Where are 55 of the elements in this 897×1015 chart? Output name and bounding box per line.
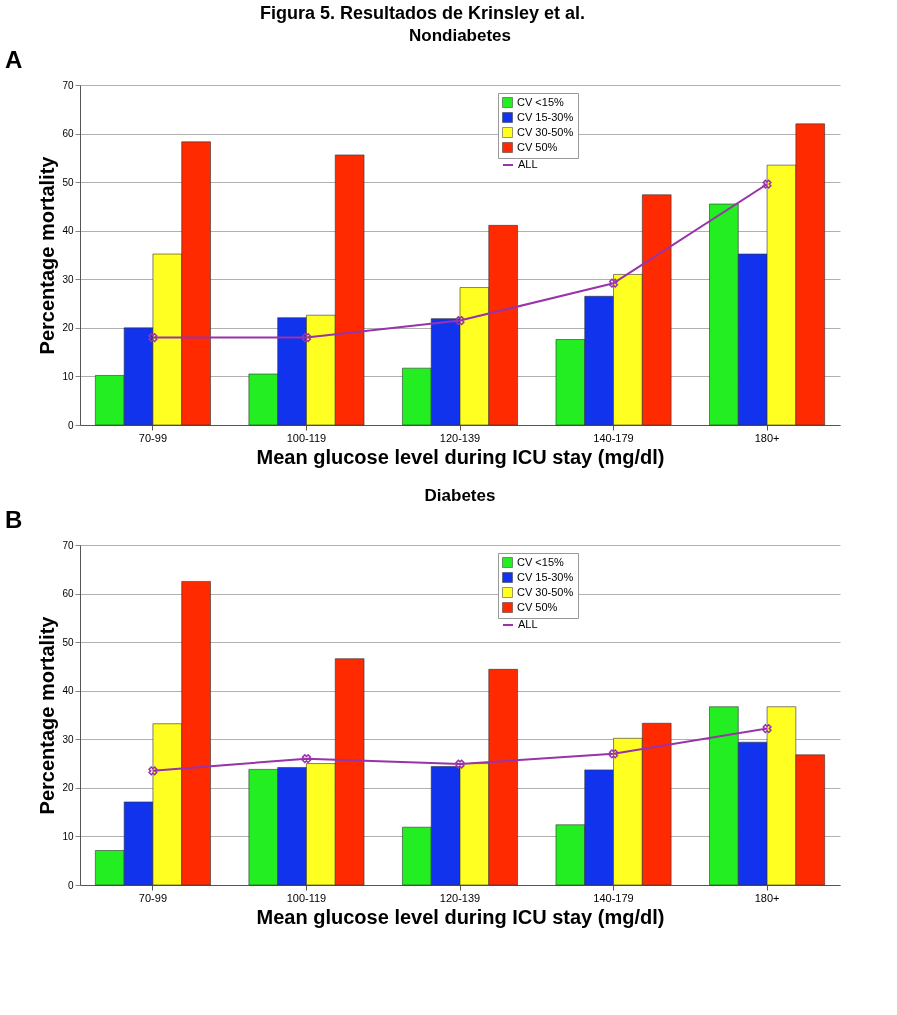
legend-label: ALL xyxy=(518,158,538,170)
text: A xyxy=(5,46,23,73)
y-tick-label: 50 xyxy=(62,176,74,188)
x-tick-label: 120-139 xyxy=(439,431,481,444)
text: Figura 5. Resultados de Krinsley et al. xyxy=(259,3,586,23)
chart-title: Diabetes xyxy=(424,486,496,505)
y-axis-title: Percentage mortality xyxy=(36,155,59,355)
y-axis-title: Percentage mortality xyxy=(36,615,59,815)
x-tick-label: 100-119 xyxy=(286,891,327,904)
y-tick-label: 40 xyxy=(62,225,74,237)
point xyxy=(455,315,465,326)
x-tick-label: 70-99 xyxy=(138,891,167,904)
y-tick-label: 30 xyxy=(62,273,74,285)
legend-label: CV 15-30% xyxy=(517,570,574,583)
x-tick-label: 70-99 xyxy=(138,431,167,444)
y-tick-label: 10 xyxy=(62,830,74,842)
y-tick-label: 20 xyxy=(62,322,74,334)
y-tick-label: 0 xyxy=(67,879,74,891)
legend-label: CV 30-50% xyxy=(517,125,574,138)
x-tick-label: 100-119 xyxy=(286,431,327,444)
point xyxy=(301,332,312,343)
y-tick-label: 20 xyxy=(62,782,74,794)
y-tick-label: 70 xyxy=(62,539,74,551)
y-tick-label: 40 xyxy=(62,685,74,697)
y-tick-label: 30 xyxy=(62,733,74,745)
y-tick-label: 70 xyxy=(62,79,74,91)
legend-label: CV 50% xyxy=(517,600,558,613)
point xyxy=(608,749,619,759)
point xyxy=(148,766,158,776)
point xyxy=(455,759,465,769)
point xyxy=(762,179,772,189)
x-tick-label: 120-139 xyxy=(439,891,481,904)
legend-label: CV 15-30% xyxy=(517,110,574,123)
x-axis-title: Mean glucose level during ICU stay (mg/dl) xyxy=(256,445,665,468)
y-tick-label: 0 xyxy=(67,419,74,431)
legend-label: CV 50% xyxy=(517,140,558,153)
legend-label: CV 30-50% xyxy=(517,585,574,598)
point xyxy=(762,724,772,734)
point xyxy=(608,278,619,288)
y-tick-label: 50 xyxy=(62,636,74,648)
x-tick-label: 180+ xyxy=(754,891,780,904)
x-tick-label: 140-179 xyxy=(593,891,634,904)
x-tick-label: 180+ xyxy=(754,431,780,444)
point xyxy=(301,754,312,764)
x-tick-label: 140-179 xyxy=(593,431,634,444)
text: B xyxy=(5,506,23,533)
x-axis-title: Mean glucose level during ICU stay (mg/dl) xyxy=(256,905,665,928)
y-tick-label: 60 xyxy=(62,128,74,140)
legend-label: CV <15% xyxy=(517,95,564,108)
y-tick-label: 60 xyxy=(62,588,74,600)
y-tick-label: 10 xyxy=(62,370,74,382)
legend-label: CV <15% xyxy=(517,555,564,568)
chart-title: Nondiabetes xyxy=(408,26,512,45)
point xyxy=(148,332,158,343)
legend-label: ALL xyxy=(518,618,538,630)
